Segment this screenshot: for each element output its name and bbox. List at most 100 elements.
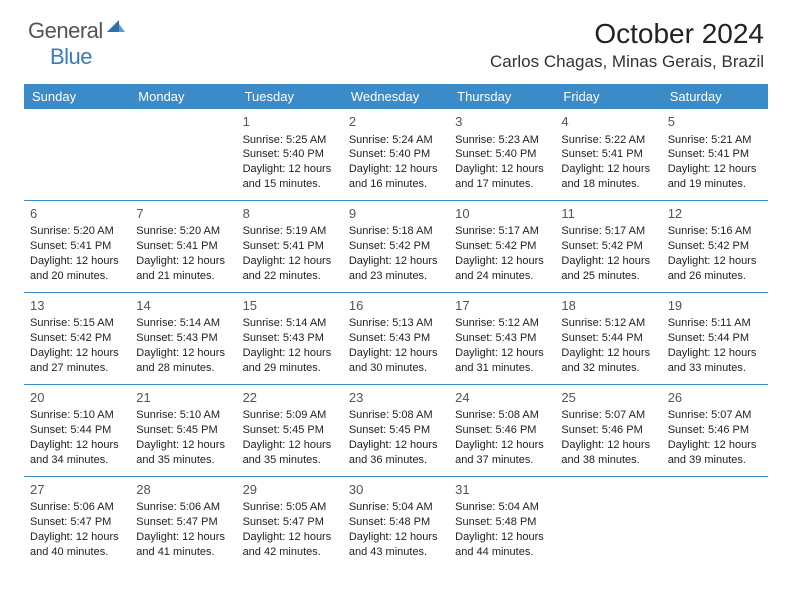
calendar-day-cell: 24Sunrise: 5:08 AMSunset: 5:46 PMDayligh…: [449, 384, 555, 476]
day-info-line: Daylight: 12 hours: [561, 162, 655, 177]
day-number: 10: [455, 205, 549, 223]
calendar-day-cell: 12Sunrise: 5:16 AMSunset: 5:42 PMDayligh…: [662, 200, 768, 292]
weekday-header: Tuesday: [237, 84, 343, 109]
day-number: 28: [136, 481, 230, 499]
day-info-line: Sunset: 5:44 PM: [668, 331, 762, 346]
day-info-line: Sunrise: 5:12 AM: [455, 316, 549, 331]
day-info-line: and 39 minutes.: [668, 453, 762, 468]
calendar-week-row: 1Sunrise: 5:25 AMSunset: 5:40 PMDaylight…: [24, 109, 768, 200]
day-info-line: Sunset: 5:41 PM: [668, 147, 762, 162]
day-number: 30: [349, 481, 443, 499]
day-info-line: Daylight: 12 hours: [243, 438, 337, 453]
day-info-line: Sunrise: 5:12 AM: [561, 316, 655, 331]
day-info-line: and 25 minutes.: [561, 269, 655, 284]
day-info-line: Sunrise: 5:21 AM: [668, 133, 762, 148]
logo-text-gray: General: [28, 18, 103, 43]
day-info-line: Sunset: 5:46 PM: [455, 423, 549, 438]
day-info-line: Sunset: 5:42 PM: [561, 239, 655, 254]
day-info-line: Daylight: 12 hours: [30, 254, 124, 269]
day-info-line: Sunset: 5:41 PM: [136, 239, 230, 254]
day-info-line: Sunset: 5:45 PM: [136, 423, 230, 438]
day-info-line: and 44 minutes.: [455, 545, 549, 560]
calendar-week-row: 27Sunrise: 5:06 AMSunset: 5:47 PMDayligh…: [24, 476, 768, 567]
day-number: 23: [349, 389, 443, 407]
day-info-line: and 37 minutes.: [455, 453, 549, 468]
day-info-line: and 28 minutes.: [136, 361, 230, 376]
day-info-line: Daylight: 12 hours: [136, 346, 230, 361]
calendar-day-cell: 1Sunrise: 5:25 AMSunset: 5:40 PMDaylight…: [237, 109, 343, 200]
day-info-line: Sunset: 5:42 PM: [349, 239, 443, 254]
day-info-line: and 38 minutes.: [561, 453, 655, 468]
day-info-line: Daylight: 12 hours: [136, 530, 230, 545]
day-info-line: and 35 minutes.: [136, 453, 230, 468]
day-info-line: and 22 minutes.: [243, 269, 337, 284]
day-number: 26: [668, 389, 762, 407]
calendar-week-row: 13Sunrise: 5:15 AMSunset: 5:42 PMDayligh…: [24, 292, 768, 384]
day-number: 22: [243, 389, 337, 407]
day-info-line: and 24 minutes.: [455, 269, 549, 284]
day-info-line: and 36 minutes.: [349, 453, 443, 468]
day-number: 1: [243, 113, 337, 131]
weekday-header: Wednesday: [343, 84, 449, 109]
day-info-line: Sunrise: 5:16 AM: [668, 224, 762, 239]
day-info-line: Daylight: 12 hours: [349, 162, 443, 177]
day-info-line: Daylight: 12 hours: [561, 346, 655, 361]
day-info-line: and 32 minutes.: [561, 361, 655, 376]
day-number: 5: [668, 113, 762, 131]
day-info-line: Sunset: 5:43 PM: [349, 331, 443, 346]
day-info-line: Daylight: 12 hours: [455, 254, 549, 269]
day-info-line: and 29 minutes.: [243, 361, 337, 376]
day-info-line: Sunset: 5:48 PM: [349, 515, 443, 530]
day-info-line: Sunset: 5:42 PM: [455, 239, 549, 254]
day-number: 31: [455, 481, 549, 499]
day-info-line: Sunset: 5:40 PM: [455, 147, 549, 162]
day-info-line: Sunrise: 5:25 AM: [243, 133, 337, 148]
day-number: 2: [349, 113, 443, 131]
day-info-line: and 20 minutes.: [30, 269, 124, 284]
day-info-line: Daylight: 12 hours: [455, 438, 549, 453]
calendar-day-cell: [24, 109, 130, 200]
day-info-line: Sunrise: 5:04 AM: [349, 500, 443, 515]
day-info-line: and 17 minutes.: [455, 177, 549, 192]
calendar-day-cell: [555, 476, 661, 567]
month-title: October 2024: [490, 18, 764, 50]
calendar-day-cell: 18Sunrise: 5:12 AMSunset: 5:44 PMDayligh…: [555, 292, 661, 384]
day-info-line: Sunrise: 5:19 AM: [243, 224, 337, 239]
day-info-line: and 41 minutes.: [136, 545, 230, 560]
day-info-line: Daylight: 12 hours: [455, 530, 549, 545]
day-info-line: Sunrise: 5:24 AM: [349, 133, 443, 148]
calendar-week-row: 20Sunrise: 5:10 AMSunset: 5:44 PMDayligh…: [24, 384, 768, 476]
day-info-line: Daylight: 12 hours: [561, 254, 655, 269]
calendar-day-cell: 9Sunrise: 5:18 AMSunset: 5:42 PMDaylight…: [343, 200, 449, 292]
day-info-line: Sunset: 5:40 PM: [243, 147, 337, 162]
day-info-line: Sunrise: 5:07 AM: [561, 408, 655, 423]
day-number: 7: [136, 205, 230, 223]
day-info-line: Sunrise: 5:11 AM: [668, 316, 762, 331]
day-info-line: and 19 minutes.: [668, 177, 762, 192]
weekday-header: Saturday: [662, 84, 768, 109]
day-info-line: Sunset: 5:41 PM: [561, 147, 655, 162]
day-info-line: and 31 minutes.: [455, 361, 549, 376]
day-info-line: Sunset: 5:44 PM: [30, 423, 124, 438]
day-info-line: Sunset: 5:45 PM: [243, 423, 337, 438]
day-info-line: Sunrise: 5:14 AM: [243, 316, 337, 331]
day-info-line: and 16 minutes.: [349, 177, 443, 192]
day-info-line: Daylight: 12 hours: [668, 346, 762, 361]
day-info-line: and 34 minutes.: [30, 453, 124, 468]
day-info-line: Sunset: 5:47 PM: [136, 515, 230, 530]
calendar-day-cell: 8Sunrise: 5:19 AMSunset: 5:41 PMDaylight…: [237, 200, 343, 292]
day-info-line: Sunset: 5:48 PM: [455, 515, 549, 530]
calendar-day-cell: 21Sunrise: 5:10 AMSunset: 5:45 PMDayligh…: [130, 384, 236, 476]
day-info-line: Sunrise: 5:10 AM: [136, 408, 230, 423]
calendar-day-cell: 10Sunrise: 5:17 AMSunset: 5:42 PMDayligh…: [449, 200, 555, 292]
day-info-line: and 42 minutes.: [243, 545, 337, 560]
day-info-line: Sunset: 5:46 PM: [668, 423, 762, 438]
location-text: Carlos Chagas, Minas Gerais, Brazil: [490, 52, 764, 72]
day-number: 19: [668, 297, 762, 315]
day-info-line: Daylight: 12 hours: [455, 162, 549, 177]
day-info-line: and 15 minutes.: [243, 177, 337, 192]
day-number: 4: [561, 113, 655, 131]
day-info-line: Sunrise: 5:22 AM: [561, 133, 655, 148]
sail-icon: [105, 18, 125, 39]
day-number: 27: [30, 481, 124, 499]
